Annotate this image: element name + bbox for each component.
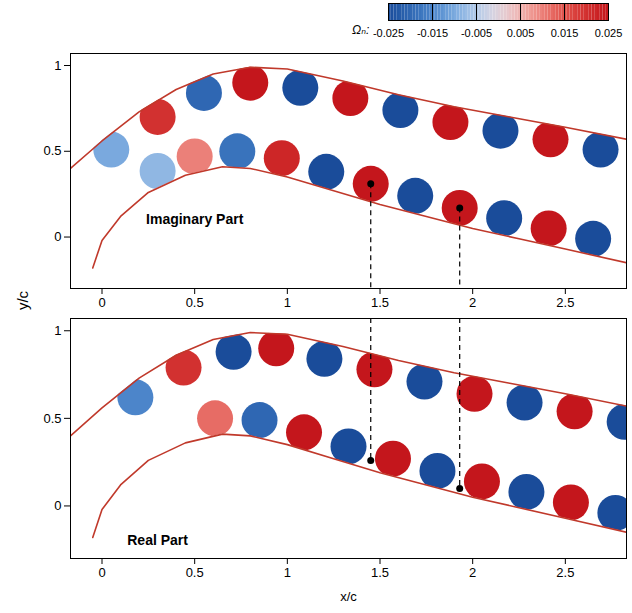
html-text:Ωₙ:: Ωₙ: bbox=[352, 23, 370, 37]
svg-text:1: 1 bbox=[284, 295, 291, 310]
svg-text:Imaginary Part: Imaginary Part bbox=[146, 211, 244, 227]
svg-text:0.015: 0.015 bbox=[551, 27, 579, 39]
svg-text:2.5: 2.5 bbox=[556, 565, 574, 580]
svg-text:0.005: 0.005 bbox=[507, 27, 535, 39]
svg-text:0: 0 bbox=[98, 565, 105, 580]
svg-text:2: 2 bbox=[469, 295, 476, 310]
svg-text:0: 0 bbox=[54, 498, 61, 513]
svg-text:0: 0 bbox=[98, 295, 105, 310]
svg-text:x/c: x/c bbox=[340, 589, 357, 604]
svg-text:1: 1 bbox=[54, 58, 61, 73]
svg-text:1: 1 bbox=[54, 323, 61, 338]
svg-text:0.5: 0.5 bbox=[43, 411, 61, 426]
svg-text:Real Part: Real Part bbox=[127, 532, 188, 548]
svg-text:0: 0 bbox=[54, 229, 61, 244]
svg-text:0.025: 0.025 bbox=[595, 27, 623, 39]
svg-text:2.5: 2.5 bbox=[556, 295, 574, 310]
svg-text:1.5: 1.5 bbox=[371, 565, 389, 580]
svg-text:-0.015: -0.015 bbox=[417, 27, 448, 39]
svg-text:-0.025: -0.025 bbox=[373, 27, 404, 39]
svg-text:0.5: 0.5 bbox=[43, 143, 61, 158]
svg-text:2: 2 bbox=[469, 565, 476, 580]
svg-text:-0.005: -0.005 bbox=[461, 27, 492, 39]
svg-text:1: 1 bbox=[284, 565, 291, 580]
html-text:y/c: y/c bbox=[13, 290, 31, 311]
svg-text:0.5: 0.5 bbox=[186, 295, 204, 310]
svg-text:1.5: 1.5 bbox=[371, 295, 389, 310]
svg-text:0.5: 0.5 bbox=[186, 565, 204, 580]
